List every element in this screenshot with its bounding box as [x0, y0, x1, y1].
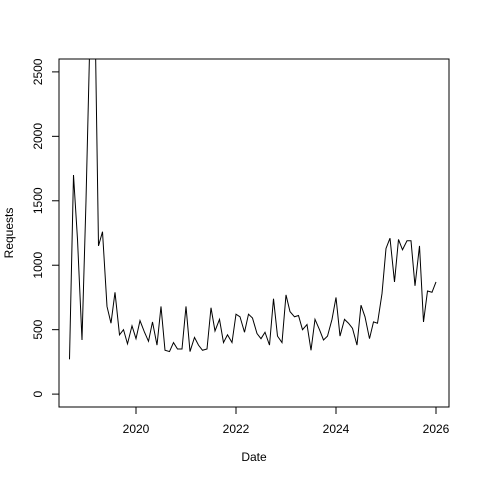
x-tick-label: 2026 — [423, 422, 450, 436]
x-axis-label: Date — [241, 450, 267, 464]
y-axis-label: Requests — [2, 208, 16, 259]
y-tick-label: 1500 — [31, 187, 45, 214]
y-tick-label: 2500 — [31, 58, 45, 85]
x-tick-label: 2022 — [223, 422, 250, 436]
y-tick-label: 500 — [31, 319, 45, 339]
y-tick-label: 0 — [31, 390, 45, 397]
x-tick-label: 2024 — [323, 422, 350, 436]
y-tick-label: 2000 — [31, 123, 45, 150]
y-tick-label: 1000 — [31, 252, 45, 279]
data-line — [69, 59, 437, 360]
x-tick-label: 2020 — [123, 422, 150, 436]
plot-box — [58, 58, 450, 408]
